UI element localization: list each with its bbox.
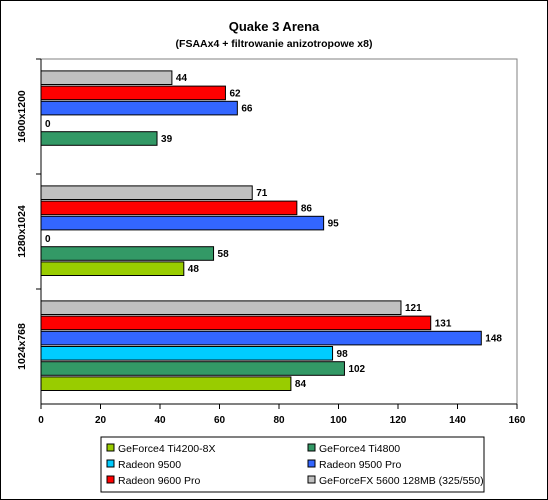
bar: [40, 300, 402, 315]
legend-swatch: [307, 475, 316, 484]
x-tick-label: 160: [509, 415, 526, 426]
chart-title: Quake 3 Arena: [229, 19, 320, 34]
legend-swatch: [307, 459, 316, 468]
legend-label: GeForce4 Ti4200-8X: [118, 443, 215, 455]
bar: [40, 131, 158, 146]
category-label: 1280x1024: [16, 205, 28, 258]
x-tick-label: 120: [390, 415, 407, 426]
legend-label: Radeon 9500: [118, 459, 181, 471]
x-tick-label: 100: [330, 415, 347, 426]
bar: [40, 215, 325, 231]
legend-swatch: [106, 475, 115, 484]
bar: [40, 346, 334, 361]
data-label: 121: [405, 303, 422, 314]
x-tick-label: 40: [154, 415, 166, 426]
data-label: 84: [295, 379, 307, 390]
bar: [40, 361, 345, 376]
legend-label: GeForceFX 5600 128MB (325/550): [319, 475, 484, 487]
data-label: 39: [161, 134, 173, 145]
category-label: 1024x768: [16, 323, 28, 370]
data-label: 0: [45, 119, 51, 130]
bar: [40, 376, 292, 391]
bar: [40, 70, 173, 86]
x-tick-label: 60: [214, 415, 226, 426]
data-label: 66: [241, 104, 253, 115]
data-label: 62: [229, 88, 241, 99]
data-label: 58: [218, 249, 230, 260]
legend-label: Radeon 9600 Pro: [118, 475, 200, 487]
data-label: 0: [45, 234, 51, 245]
x-tick-label: 80: [273, 415, 285, 426]
bar: [40, 246, 215, 261]
legend-label: Radeon 9500 Pro: [319, 459, 401, 471]
data-label: 86: [301, 203, 313, 214]
chart-subtitle: (FSAAx4 + filtrowanie anizotropowe x8): [176, 38, 373, 50]
legend-label: GeForce4 Ti4800: [319, 443, 400, 455]
bar: [40, 85, 226, 101]
data-label: 44: [176, 73, 188, 84]
data-label: 102: [348, 364, 365, 375]
data-label: 71: [256, 188, 268, 199]
bar: [40, 200, 298, 216]
data-label: 131: [435, 318, 452, 329]
bar: [40, 100, 238, 116]
data-label: 48: [188, 264, 200, 275]
legend-swatch: [307, 443, 316, 452]
legend-swatch: [106, 459, 115, 468]
category-label: 1600x1200: [16, 90, 28, 143]
x-tick-label: 20: [95, 415, 107, 426]
bar: [40, 261, 185, 276]
bar: [40, 185, 253, 200]
legend-swatch: [106, 443, 115, 452]
data-label: 95: [328, 219, 340, 230]
bar: [40, 315, 432, 331]
x-tick-label: 140: [449, 415, 466, 426]
x-tick-label: 0: [38, 415, 44, 426]
data-label: 148: [485, 334, 502, 345]
legend-box: [100, 436, 485, 493]
data-label: 98: [337, 349, 349, 360]
bar: [40, 330, 482, 346]
